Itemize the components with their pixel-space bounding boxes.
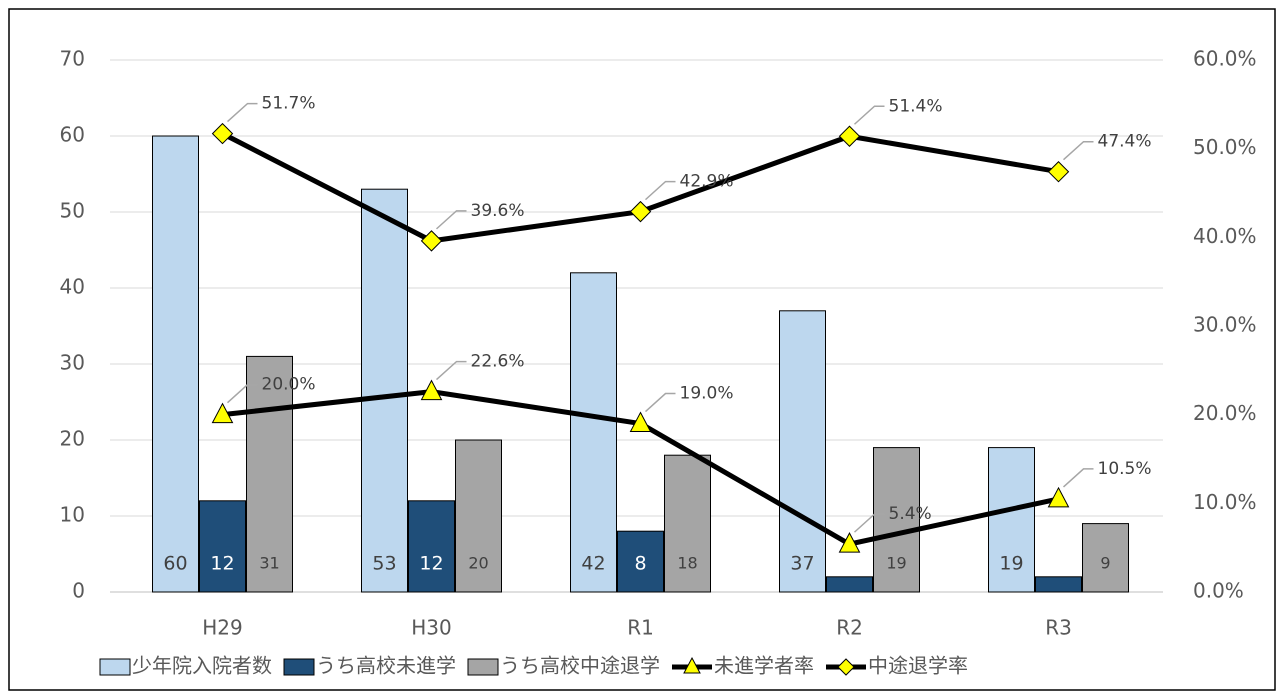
y2-tick-label: 50.0% [1193, 135, 1257, 159]
legend-label: 未進学者率 [714, 654, 814, 678]
legend-swatch [283, 658, 315, 676]
leader-line [853, 513, 885, 533]
y2-tick-label: 60.0% [1193, 47, 1257, 71]
legend-item: 中途退学率 [826, 654, 968, 678]
bar [199, 500, 246, 593]
x-tick-label: R2 [836, 616, 863, 640]
y-tick-label: 60 [60, 123, 85, 147]
y-tick-label: 10 [60, 503, 85, 527]
leader-line [435, 360, 467, 381]
legend-label: 少年院入院者数 [132, 654, 272, 678]
y2-tick-label: 20.0% [1193, 401, 1257, 425]
line-value-label: 20.0% [262, 375, 316, 395]
bar-value-label: 53 [372, 553, 396, 575]
leader-line [1062, 140, 1094, 161]
legend-label: 中途退学率 [868, 654, 968, 678]
legend-marker [683, 656, 701, 674]
bar-value-label: 37 [790, 553, 814, 575]
bar [152, 135, 199, 593]
line-value-label: 42.9% [680, 172, 734, 192]
line-marker [1047, 161, 1070, 183]
line-marker [1047, 486, 1070, 508]
line-marker [420, 379, 443, 401]
line-value-label: 51.7% [262, 94, 316, 114]
y-tick-label: 40 [60, 275, 85, 299]
legend-item: うち高校未進学 [283, 654, 456, 678]
bar-value-label: 20 [468, 554, 488, 573]
line-value-label: 5.4% [889, 504, 932, 524]
legend-label: うち高校中途退学 [500, 654, 660, 678]
bar-value-label: 12 [419, 553, 443, 575]
bar-value-label: 12 [210, 553, 234, 575]
legend-item: うち高校中途退学 [467, 654, 660, 678]
x-tick-label: H29 [202, 616, 243, 640]
x-tick-label: R3 [1045, 616, 1072, 640]
leader-line [226, 383, 258, 404]
line-marker [838, 125, 861, 147]
bar [455, 439, 502, 593]
bar [1035, 576, 1082, 593]
legend-item: 少年院入院者数 [99, 654, 272, 678]
bar-value-label: 18 [677, 554, 697, 573]
legend-label: うち高校未進学 [316, 654, 456, 678]
line-marker [629, 200, 652, 223]
y2-tick-label: 40.0% [1193, 224, 1257, 248]
leader-line [435, 210, 467, 230]
bar-value-label: 8 [634, 553, 646, 575]
y2-tick-label: 10.0% [1193, 490, 1257, 514]
line-marker [420, 230, 443, 252]
y-tick-label: 20 [60, 427, 85, 451]
y2-tick-label: 30.0% [1193, 313, 1257, 337]
y2-tick-label: 0.0% [1193, 579, 1244, 603]
line-marker [211, 122, 234, 145]
leader-line [644, 392, 676, 413]
y-tick-label: 30 [60, 351, 85, 375]
bar-value-label: 42 [581, 553, 605, 575]
line-value-label: 47.4% [1098, 132, 1152, 152]
y-tick-label: 50 [60, 199, 85, 223]
line-marker [838, 532, 861, 553]
bar [361, 188, 408, 593]
legend-marker [837, 658, 855, 676]
line-value-label: 51.4% [889, 96, 943, 116]
line-value-label: 39.6% [471, 201, 525, 221]
bar-value-label: 31 [259, 554, 279, 573]
leader-line [644, 180, 676, 201]
line-marker [211, 402, 234, 424]
bar-value-label: 9 [1100, 554, 1110, 573]
y-tick-label: 70 [60, 47, 85, 71]
bar [664, 454, 711, 593]
line-value-label: 22.6% [471, 352, 525, 372]
x-tick-label: R1 [627, 616, 654, 640]
bar [826, 576, 873, 593]
bar-value-label: 19 [886, 554, 906, 573]
bar [988, 447, 1035, 593]
bar [570, 272, 617, 593]
bar [873, 447, 920, 593]
legend-swatch [467, 658, 499, 676]
line-marker [629, 411, 652, 433]
legend-swatch [99, 658, 131, 676]
bar [408, 500, 455, 593]
bar [779, 310, 826, 593]
line-value-label: 10.5% [1098, 459, 1152, 479]
leader-line [226, 102, 258, 123]
leader-line [853, 105, 885, 125]
y-tick-label: 0 [72, 579, 85, 603]
leader-line [1062, 468, 1094, 488]
line-value-label: 19.0% [680, 384, 734, 404]
bar-value-label: 60 [163, 553, 187, 575]
x-tick-label: H30 [411, 616, 452, 640]
bar [617, 530, 664, 593]
bar-value-label: 19 [999, 553, 1023, 575]
bar [1082, 523, 1129, 593]
bar [246, 355, 293, 593]
legend-item: 未進学者率 [672, 654, 814, 678]
